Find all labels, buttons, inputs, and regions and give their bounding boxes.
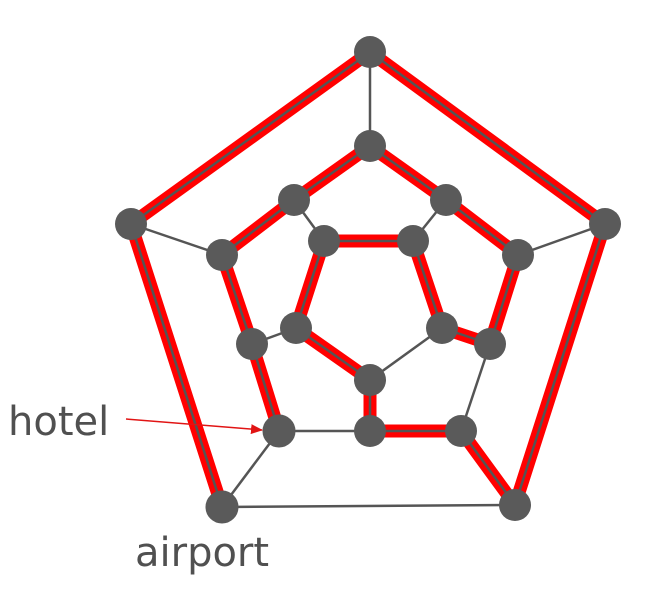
- graph-node: [236, 328, 268, 360]
- path-edge-core: [368, 50, 607, 226]
- graph-node: [354, 36, 386, 68]
- graph-node: [354, 130, 386, 162]
- graph-edge: [129, 222, 224, 257]
- graph-node: [499, 489, 531, 521]
- graph-edge: [220, 503, 517, 509]
- graph-node: [589, 208, 621, 240]
- graph-node: [206, 239, 238, 271]
- graph-node: [474, 328, 506, 360]
- graph-node: [354, 415, 386, 447]
- graph-node: [502, 239, 534, 271]
- graph-node: [278, 184, 310, 216]
- graph-node: [354, 364, 386, 396]
- airport-label: airport: [135, 530, 269, 576]
- path-edge-core: [513, 222, 607, 507]
- graph-node: [280, 312, 312, 344]
- graph-node: [430, 184, 462, 216]
- hotel-arrow: [125, 418, 263, 435]
- airport-node: [205, 490, 239, 524]
- graph-node: [397, 225, 429, 257]
- hotel-node: [262, 414, 296, 448]
- hotel-label: hotel: [8, 399, 109, 445]
- path-edge-core: [129, 50, 372, 226]
- graph-node: [426, 312, 458, 344]
- graph-node: [308, 225, 340, 257]
- graph-node: [115, 208, 147, 240]
- graph-node: [445, 415, 477, 447]
- path-edge-core: [129, 222, 224, 509]
- graph-nodes: [115, 36, 621, 524]
